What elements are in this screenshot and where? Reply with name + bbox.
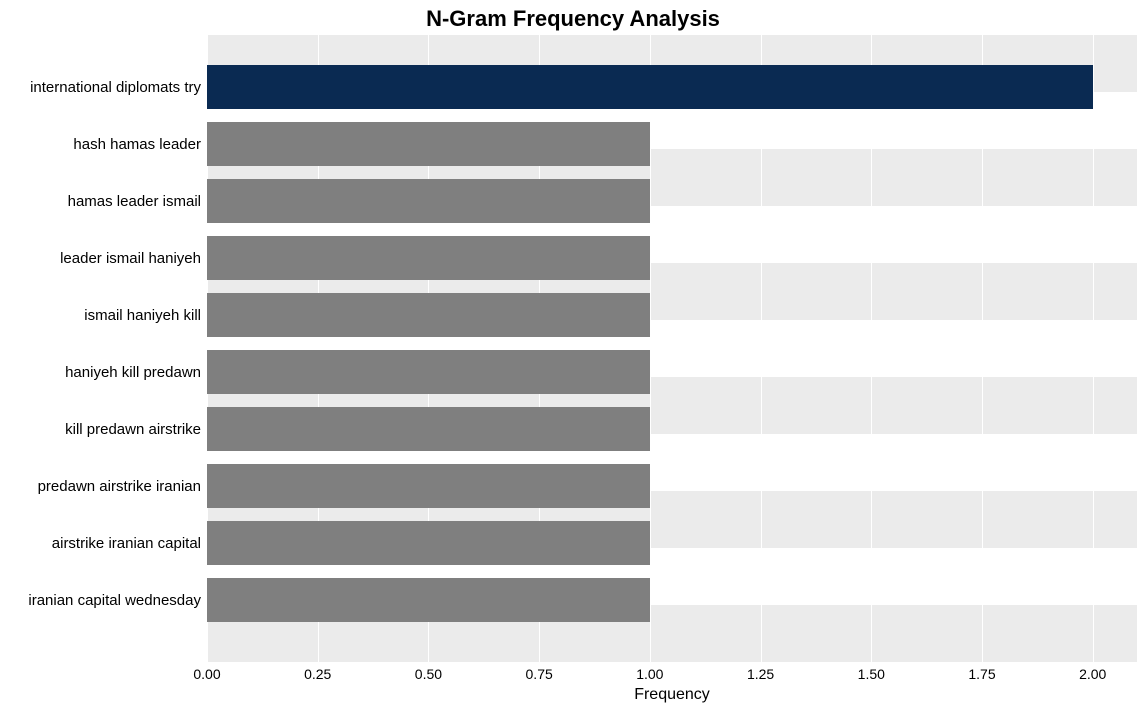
- vgrid-line: [761, 35, 762, 662]
- bar: [207, 521, 650, 565]
- vgrid-line: [982, 35, 983, 662]
- bar: [207, 293, 650, 337]
- y-tick-label: hash hamas leader: [0, 137, 201, 152]
- plot-area: [207, 35, 1137, 645]
- x-tick-label: 2.00: [1079, 666, 1106, 682]
- y-tick-label: iranian capital wednesday: [0, 593, 201, 608]
- y-tick-label: predawn airstrike iranian: [0, 479, 201, 494]
- y-tick-label: leader ismail haniyeh: [0, 251, 201, 266]
- x-tick-label: 0.75: [526, 666, 553, 682]
- bar: [207, 65, 1093, 109]
- bar: [207, 122, 650, 166]
- x-axis-label: Frequency: [207, 686, 1137, 704]
- x-tick-label: 0.00: [193, 666, 220, 682]
- y-tick-label: kill predawn airstrike: [0, 422, 201, 437]
- y-tick-label: haniyeh kill predawn: [0, 365, 201, 380]
- x-tick-label: 1.25: [747, 666, 774, 682]
- vgrid-line: [1093, 35, 1094, 662]
- y-tick-label: international diplomats try: [0, 80, 201, 95]
- bar: [207, 464, 650, 508]
- x-tick-label: 0.50: [415, 666, 442, 682]
- bar: [207, 236, 650, 280]
- x-tick-label: 1.75: [968, 666, 995, 682]
- bar: [207, 407, 650, 451]
- x-tick-label: 0.25: [304, 666, 331, 682]
- y-tick-label: ismail haniyeh kill: [0, 308, 201, 323]
- y-tick-label: hamas leader ismail: [0, 194, 201, 209]
- bar: [207, 578, 650, 622]
- bar: [207, 350, 650, 394]
- y-tick-label: airstrike iranian capital: [0, 536, 201, 551]
- vgrid-line: [871, 35, 872, 662]
- vgrid-line: [650, 35, 651, 662]
- chart-title: N-Gram Frequency Analysis: [0, 6, 1146, 32]
- chart-container: N-Gram Frequency Analysis Frequency inte…: [0, 0, 1146, 701]
- x-tick-label: 1.50: [858, 666, 885, 682]
- bar: [207, 179, 650, 223]
- x-tick-label: 1.00: [636, 666, 663, 682]
